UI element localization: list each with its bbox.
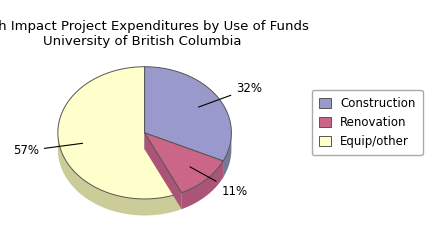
Polygon shape bbox=[145, 133, 182, 209]
Polygon shape bbox=[145, 67, 231, 161]
Polygon shape bbox=[145, 133, 182, 209]
Polygon shape bbox=[182, 161, 223, 209]
Polygon shape bbox=[145, 133, 223, 193]
Text: 57%: 57% bbox=[13, 143, 83, 157]
Polygon shape bbox=[223, 134, 231, 178]
Text: 11%: 11% bbox=[190, 167, 247, 198]
Polygon shape bbox=[58, 134, 182, 215]
Text: 32%: 32% bbox=[198, 82, 262, 107]
Polygon shape bbox=[58, 67, 182, 199]
Legend: Construction, Renovation, Equip/other: Construction, Renovation, Equip/other bbox=[312, 90, 422, 155]
Text: High Impact Project Expenditures by Use of Funds
University of British Columbia: High Impact Project Expenditures by Use … bbox=[0, 20, 309, 48]
Polygon shape bbox=[145, 133, 223, 178]
Polygon shape bbox=[145, 133, 223, 178]
